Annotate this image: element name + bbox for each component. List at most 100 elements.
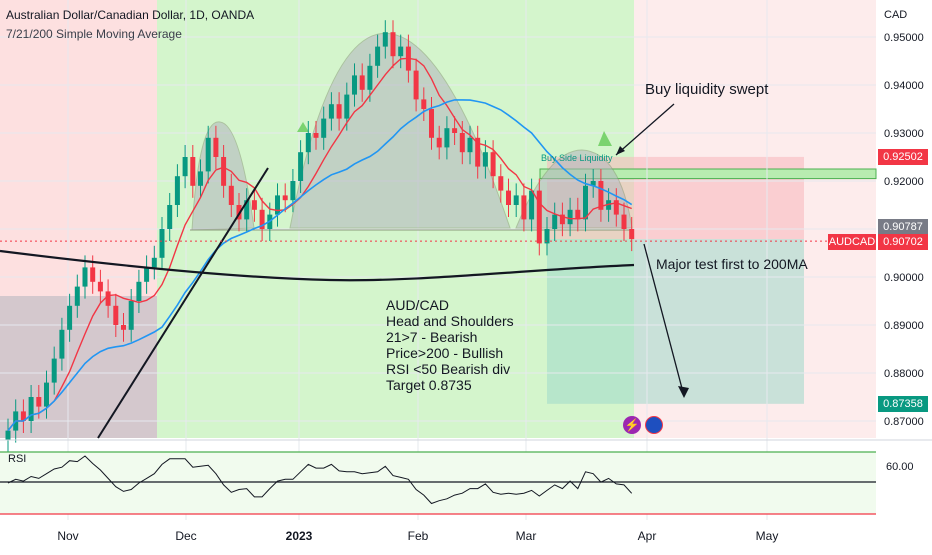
candle-body	[105, 291, 111, 306]
x-tick-label: Apr	[638, 529, 657, 543]
x-tick-label: Mar	[516, 529, 537, 543]
candle-body	[305, 133, 311, 153]
candle-body	[298, 152, 304, 181]
symbol-tag: AUDCAD	[828, 234, 876, 250]
y-tick-label: 0.94000	[884, 80, 924, 92]
ma7-line	[7, 57, 632, 432]
candle-body	[282, 195, 288, 201]
candle-body	[382, 32, 388, 47]
candle-body	[182, 157, 188, 177]
candle-body	[621, 214, 627, 229]
rsi-band	[0, 452, 876, 514]
candle-body	[121, 325, 126, 330]
rsi-tick-label: 60.00	[886, 461, 914, 473]
chart-title: Australian Dollar/Canadian Dollar, 1D, O…	[6, 8, 255, 22]
candle-body	[244, 200, 250, 220]
candle-body	[475, 137, 481, 167]
candle-body	[575, 209, 581, 220]
flag-icon[interactable]	[645, 416, 663, 434]
candle-body	[336, 104, 342, 119]
candle-body	[359, 75, 365, 90]
note-line: 21>7 - Bearish	[386, 329, 478, 345]
candle-body	[444, 128, 450, 148]
trendline	[97, 167, 269, 439]
candle-body	[513, 195, 519, 205]
note-line: RSI <50 Bearish div	[386, 361, 511, 377]
ma200-line	[0, 249, 635, 282]
candle-body	[328, 104, 334, 119]
indicator-legend: 7/21/200 Simple Moving Average	[6, 27, 182, 41]
candle-body	[44, 382, 49, 407]
candle-body	[529, 190, 535, 220]
note-line: Head and Shoulders	[386, 313, 514, 329]
candle-body	[467, 137, 473, 153]
candle-body	[552, 214, 558, 229]
candle-body	[613, 200, 619, 215]
x-tick-label: Feb	[408, 529, 429, 543]
candle-body	[583, 185, 588, 220]
candle-body	[144, 267, 150, 282]
candle-body	[498, 176, 504, 191]
candle-body	[352, 75, 357, 95]
shoulder-marker	[297, 122, 309, 132]
candle-body	[128, 301, 134, 330]
note-line: Target 0.8735	[386, 377, 472, 393]
candle-body	[151, 257, 157, 268]
candle-body	[567, 209, 573, 225]
lightning-icon[interactable]: ⚡	[623, 416, 641, 434]
candle-body	[367, 65, 373, 90]
candle-body	[559, 214, 565, 225]
y-tick-label: 0.95000	[884, 32, 924, 44]
arrow-head	[616, 146, 625, 155]
candle-body	[97, 281, 103, 292]
candle-body	[459, 133, 465, 153]
candle-body	[375, 46, 381, 66]
candle-body	[90, 267, 96, 282]
x-tick-label: Dec	[175, 529, 196, 543]
y-tick-label: 0.93000	[884, 128, 924, 140]
arrow-head	[678, 386, 689, 398]
candle-body	[251, 200, 257, 210]
candle-body	[136, 281, 142, 301]
shoulder-marker	[598, 131, 612, 146]
candle-body	[113, 305, 119, 325]
buy-liquidity-note: Buy liquidity swept	[645, 81, 769, 98]
candle-body	[74, 286, 80, 306]
candle-body	[259, 209, 265, 229]
major-test-note: Major test first to 200MA	[656, 256, 808, 272]
candle-body	[228, 185, 234, 205]
x-tick-label: Nov	[57, 529, 78, 543]
currency-label: CAD	[884, 9, 907, 21]
rsi-label: RSI	[8, 453, 26, 465]
candle-body	[321, 118, 327, 138]
candle-body	[452, 128, 458, 133]
candle-body	[213, 137, 219, 157]
note-line: Price>200 - Bullish	[386, 345, 504, 361]
candle-body	[159, 229, 165, 258]
candle-body	[629, 229, 635, 240]
candle-body	[221, 157, 227, 186]
y-tick-label: 0.90000	[884, 272, 924, 284]
candle-body	[82, 267, 88, 287]
callout-arrow	[615, 103, 675, 156]
candle-body	[390, 32, 396, 57]
candle-body	[398, 46, 404, 57]
analysis-note-list: AUD/CAD Head and Shoulders 21>7 - Bearis…	[386, 297, 514, 393]
candle-body	[290, 181, 296, 201]
buy-side-liquidity-zone	[539, 168, 877, 180]
candle-body	[174, 176, 180, 205]
candle-body	[506, 190, 511, 205]
y-tick-label: 0.88000	[884, 368, 924, 380]
candle-body	[20, 411, 26, 421]
note-line: AUD/CAD	[386, 297, 450, 313]
candle-body	[275, 195, 280, 215]
buy-side-liquidity-label: Buy Side Liquidity	[541, 153, 613, 163]
candle-body	[36, 397, 42, 407]
candle-body	[482, 152, 488, 167]
candle-body	[344, 94, 350, 119]
candle-body	[536, 190, 542, 244]
price-tag-high: 0.92502	[878, 149, 928, 165]
candle-body	[490, 152, 496, 177]
